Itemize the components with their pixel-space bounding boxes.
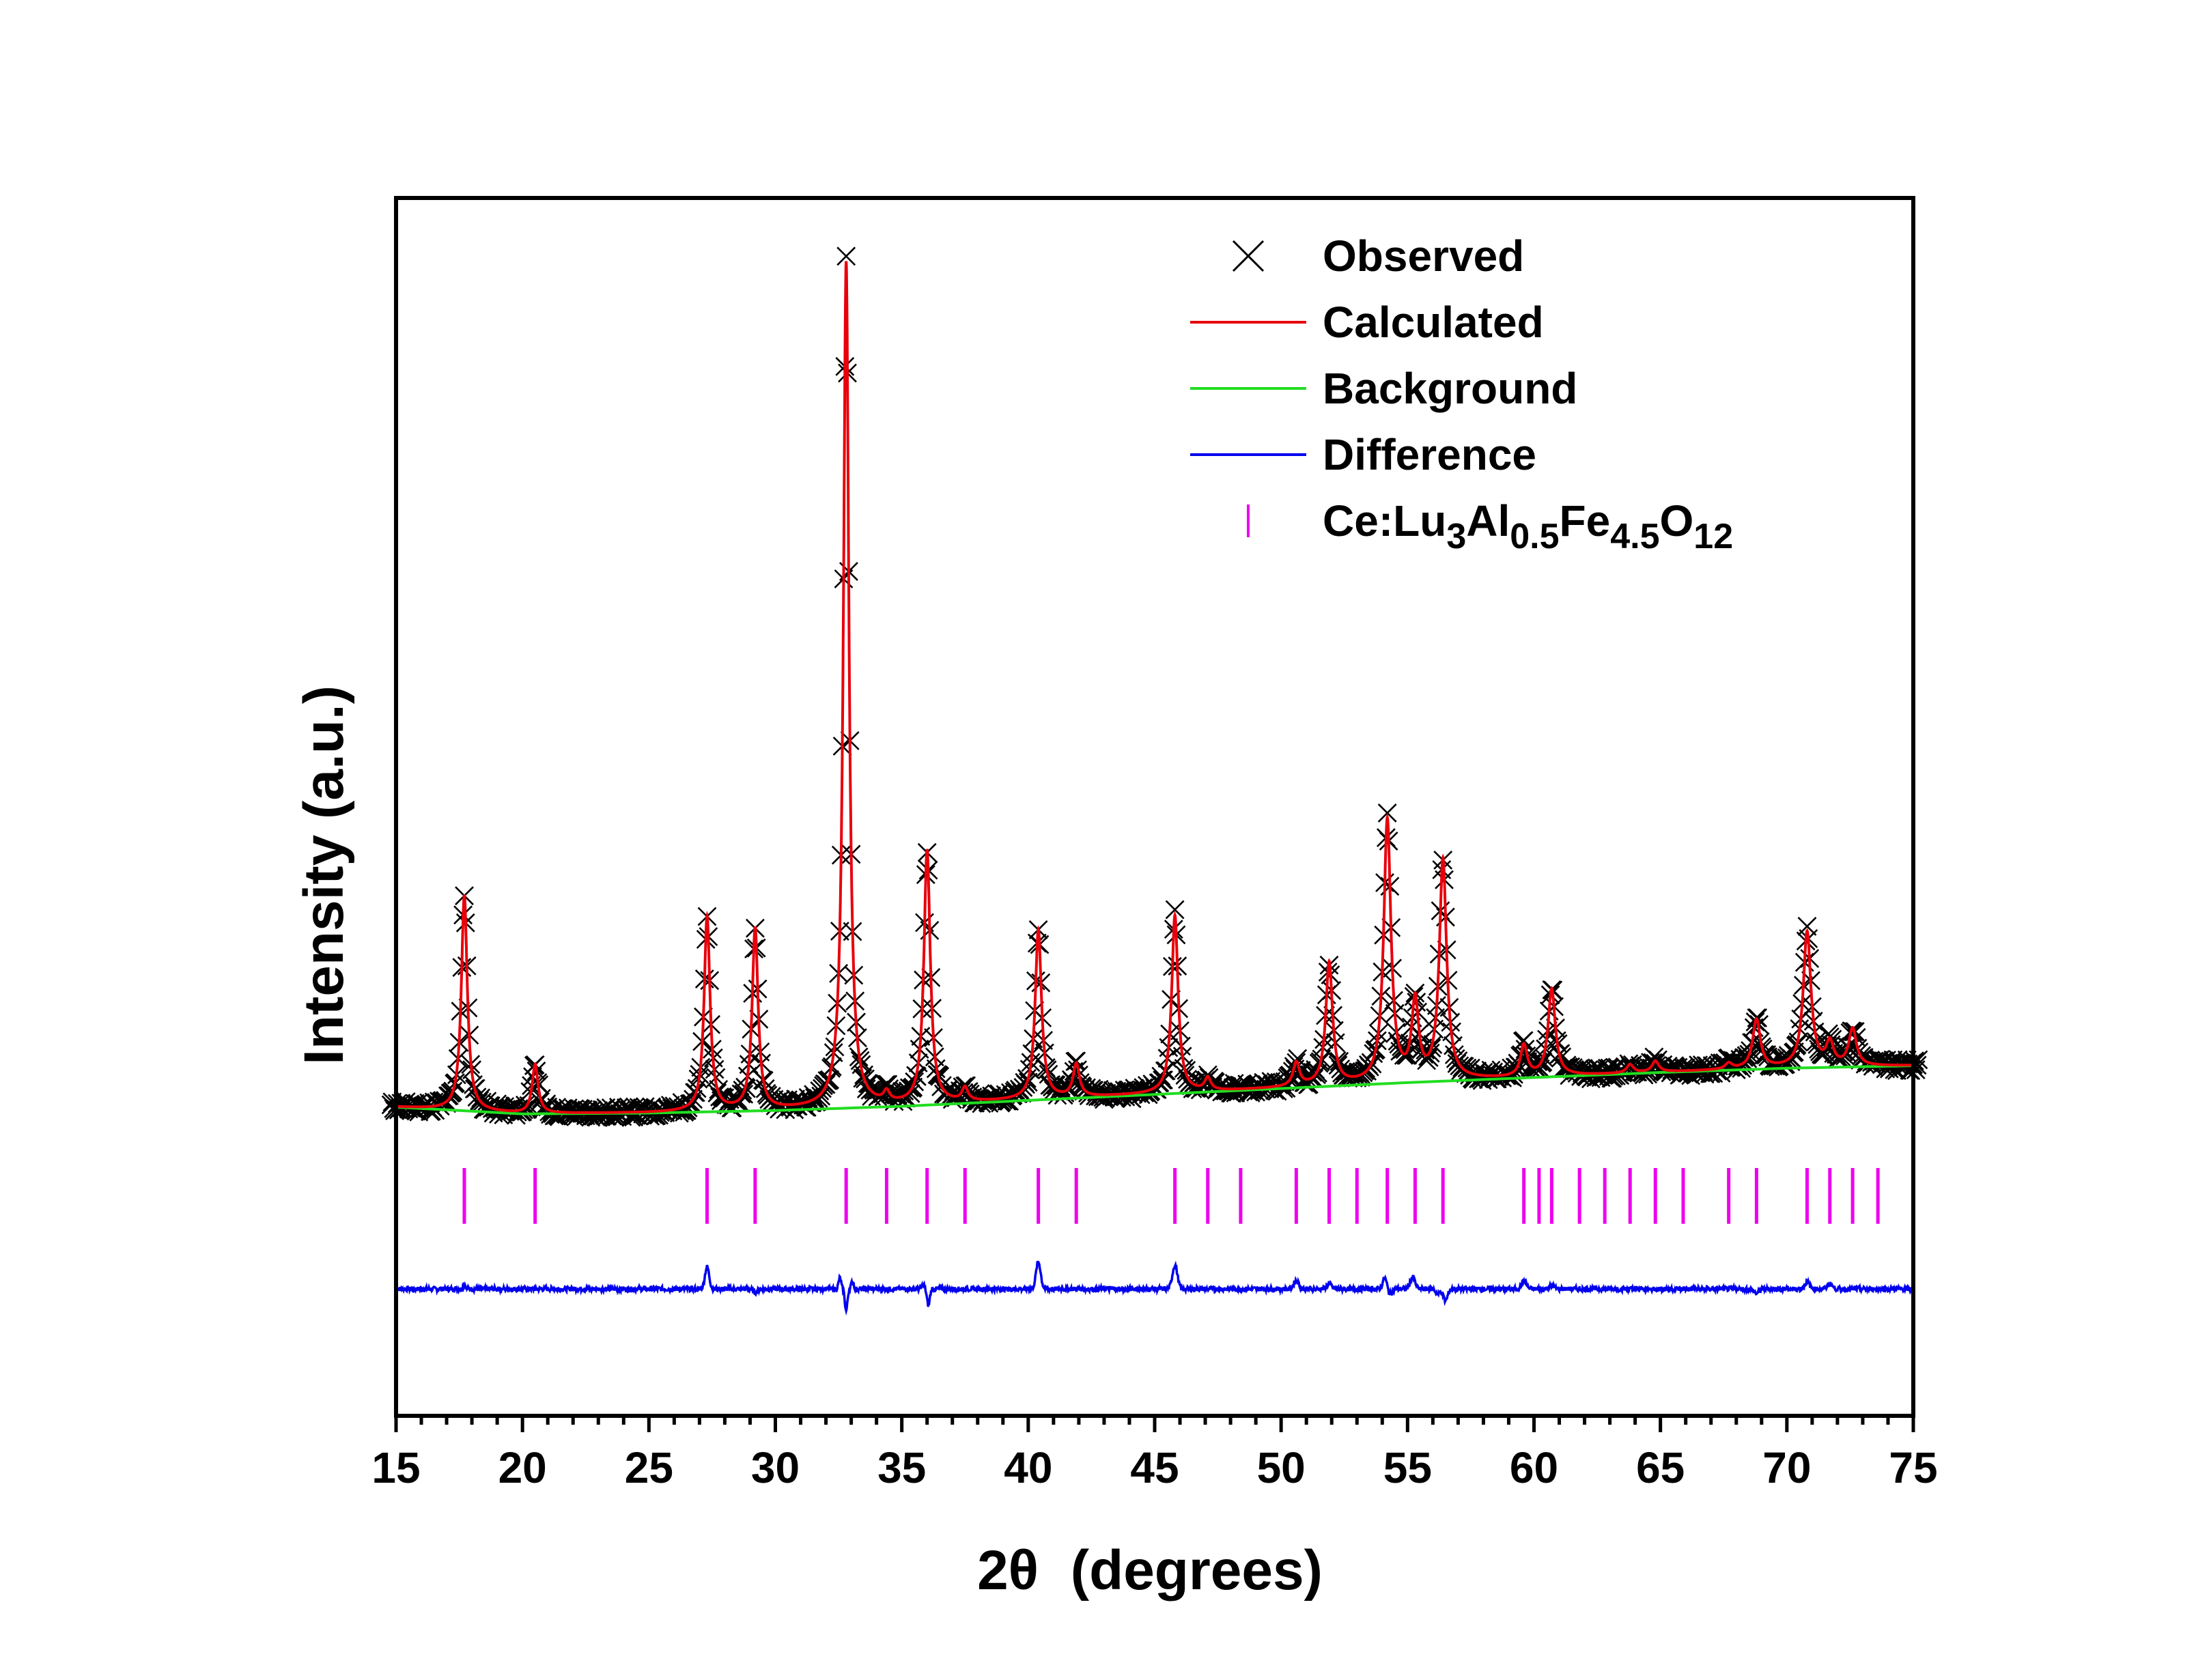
legend-label-part: Fe (1560, 496, 1611, 545)
x-tick-label: 25 (625, 1443, 673, 1492)
calculated-curve-layer (396, 261, 1913, 1114)
legend-label-part: Al (1466, 496, 1510, 545)
difference-curve-layer (395, 1260, 1915, 1316)
x-tick-label: 60 (1510, 1443, 1558, 1492)
legend-difference-label: Difference (1323, 430, 1536, 479)
legend-label-part: 0.5 (1510, 517, 1559, 556)
x-axis-label: 2θ (degrees) (977, 1539, 1323, 1601)
plot-frame (394, 196, 1915, 1418)
x-tick-label: 15 (371, 1443, 420, 1492)
legend-label-part: Difference (1323, 430, 1536, 479)
x-tick-label: 75 (1889, 1443, 1937, 1492)
difference-curve (395, 1260, 1915, 1316)
legend-label-part: O (1660, 496, 1694, 545)
legend-label-part: Calculated (1323, 298, 1544, 347)
plot-area-border (394, 196, 1915, 1418)
legend-calculated-label: Calculated (1323, 298, 1544, 347)
legend-label-part: Ce:Lu (1323, 496, 1446, 545)
legend-label-part: Background (1323, 364, 1577, 413)
x-axis-label-unit: (degrees) (1071, 1539, 1323, 1601)
legend: Observed Calculated Background Difference Ce… (1190, 231, 1733, 556)
legend-label-part: Observed (1323, 231, 1524, 281)
calculated-curve (396, 261, 1913, 1114)
observed-data-layer (381, 246, 1928, 1127)
y-axis-label: Intensity (a.u.) (293, 685, 355, 1065)
reflection-tick-marks (462, 1168, 1880, 1224)
x-axis-label-main: 2θ (977, 1539, 1039, 1601)
x-tick-label: 20 (498, 1443, 547, 1492)
legend-observed-label: Observed (1323, 231, 1524, 281)
x-tick-label: 50 (1257, 1443, 1306, 1492)
legend-observed-marker (1232, 240, 1265, 272)
legend-label-part: 12 (1693, 517, 1733, 556)
x-tick-label: 30 (751, 1443, 800, 1492)
legend-reflections-label: Ce:Lu3Al0.5Fe4.5O12 (1323, 496, 1733, 556)
x-tick-label: 45 (1130, 1443, 1179, 1492)
observed-markers (381, 246, 1928, 1127)
x-tick-label: 70 (1762, 1443, 1811, 1492)
legend-background-label: Background (1323, 364, 1577, 413)
x-tick-label: 35 (877, 1443, 926, 1492)
x-tick-label: 65 (1636, 1443, 1685, 1492)
x-tick-label: 40 (1004, 1443, 1052, 1492)
legend-label-part: 4.5 (1610, 517, 1659, 556)
x-axis: 15 20 25 30 35 40 45 50 55 60 65 70 75 (371, 1416, 1938, 1492)
x-tick-label: 55 (1383, 1443, 1432, 1492)
legend-label-part: 3 (1446, 517, 1466, 556)
